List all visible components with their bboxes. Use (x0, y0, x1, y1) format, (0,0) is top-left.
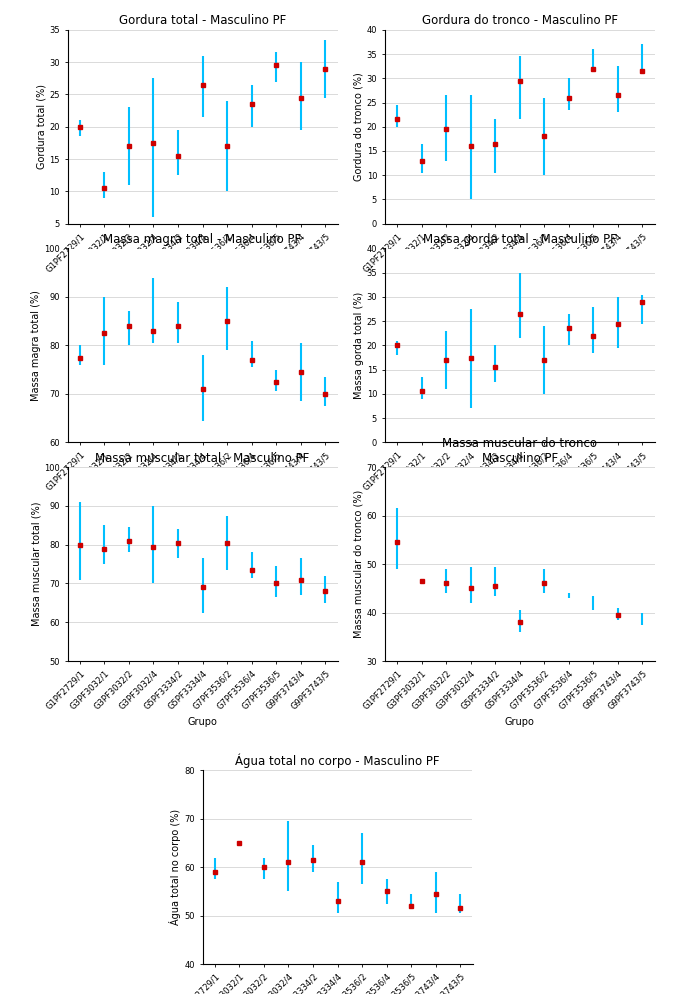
Y-axis label: Água total no corpo (%): Água total no corpo (%) (169, 809, 182, 925)
X-axis label: Grupo: Grupo (188, 498, 217, 508)
Y-axis label: Massa gorda total (%): Massa gorda total (%) (354, 292, 364, 399)
Title: Água total no corpo - Masculino PF: Água total no corpo - Masculino PF (236, 753, 439, 767)
Title: Massa muscular total - Masculino PF: Massa muscular total - Masculino PF (95, 451, 310, 464)
Y-axis label: Gordura do tronco (%): Gordura do tronco (%) (354, 73, 364, 181)
Y-axis label: Massa magra total (%): Massa magra total (%) (31, 290, 41, 401)
X-axis label: Grupo: Grupo (188, 717, 217, 727)
X-axis label: Grupo: Grupo (505, 279, 535, 289)
Y-axis label: Massa muscular total (%): Massa muscular total (%) (31, 502, 41, 626)
Title: Massa muscular do tronco
Masculino PF: Massa muscular do tronco Masculino PF (442, 436, 597, 464)
Title: Massa gorda total - Masculino PF: Massa gorda total - Masculino PF (423, 233, 617, 246)
Y-axis label: Massa muscular do tronco (%): Massa muscular do tronco (%) (354, 490, 364, 638)
Title: Gordura total - Masculino PF: Gordura total - Masculino PF (119, 14, 286, 27)
X-axis label: Grupo: Grupo (505, 498, 535, 508)
Y-axis label: Gordura total (%): Gordura total (%) (36, 84, 47, 169)
Title: Massa magra total - Masculino PF: Massa magra total - Masculino PF (103, 233, 302, 246)
X-axis label: Grupo: Grupo (505, 717, 535, 727)
Title: Gordura do tronco - Masculino PF: Gordura do tronco - Masculino PF (422, 14, 618, 27)
X-axis label: Grupo: Grupo (188, 279, 217, 289)
